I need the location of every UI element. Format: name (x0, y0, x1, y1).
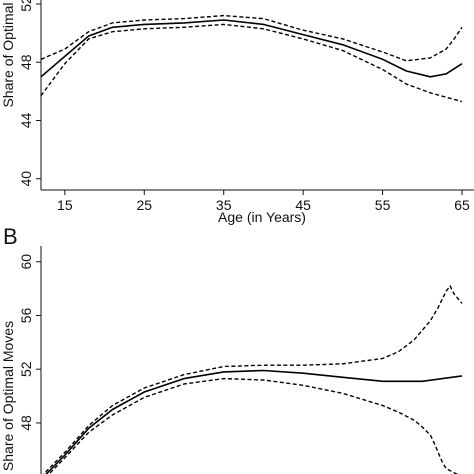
panel-b-letter: B (3, 224, 18, 249)
panel-b-ytick-label: 60 (18, 254, 34, 270)
panel-a-y-axis-title: Share of Optimal (0, 2, 16, 107)
panel-a-xtick-label: 45 (295, 197, 311, 213)
panel-b-ci-line-1 (42, 285, 463, 474)
panel-b: B 48 52 56 60 Share of Optimal Moves (0, 224, 463, 474)
panel-b-estimate-line (45, 369, 463, 474)
panel-a-ytick-label: 52 (18, 0, 34, 12)
panel-a-ci-line-1 (41, 14, 463, 62)
panel-a-ci-line-2 (41, 23, 463, 103)
panel-a: 40 44 48 52 15 25 35 45 55 65 Age (in Years) Sha… (0, 0, 474, 225)
panel-a-xtick-label: 65 (454, 197, 470, 213)
panel-b-y-axis-title: Share of Optimal Moves (0, 321, 16, 471)
panel-b-ci-line-2 (47, 377, 459, 474)
panel-a-xtick-label: 55 (375, 197, 391, 213)
panel-a-xtick-label: 35 (216, 197, 232, 213)
panel-a-ytick-label: 40 (18, 171, 34, 187)
panel-b-ytick-label: 48 (18, 415, 34, 431)
panel-a-ytick-label: 48 (18, 54, 34, 70)
panel-a-xtick-label: 25 (136, 197, 152, 213)
panel-a-estimate-line (41, 19, 463, 78)
panel-a-xtick-label: 15 (57, 197, 73, 213)
panel-b-ytick-label: 56 (18, 307, 34, 323)
panel-a-x-axis-title: Age (in Years) (218, 209, 306, 225)
panel-a-ytick-label: 44 (18, 112, 34, 128)
panel-b-ytick-label: 52 (18, 361, 34, 377)
